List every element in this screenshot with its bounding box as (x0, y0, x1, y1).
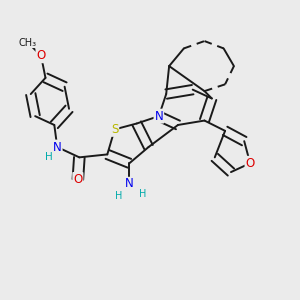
Text: H: H (116, 190, 123, 201)
Text: O: O (73, 173, 83, 186)
Text: N: N (125, 177, 134, 190)
Text: N: N (154, 110, 163, 123)
Text: H: H (139, 189, 146, 199)
Text: N: N (53, 141, 62, 154)
Text: O: O (245, 157, 255, 170)
Text: S: S (111, 123, 118, 136)
Text: O: O (36, 49, 46, 62)
Text: CH₃: CH₃ (19, 38, 37, 47)
Text: H: H (44, 152, 52, 162)
